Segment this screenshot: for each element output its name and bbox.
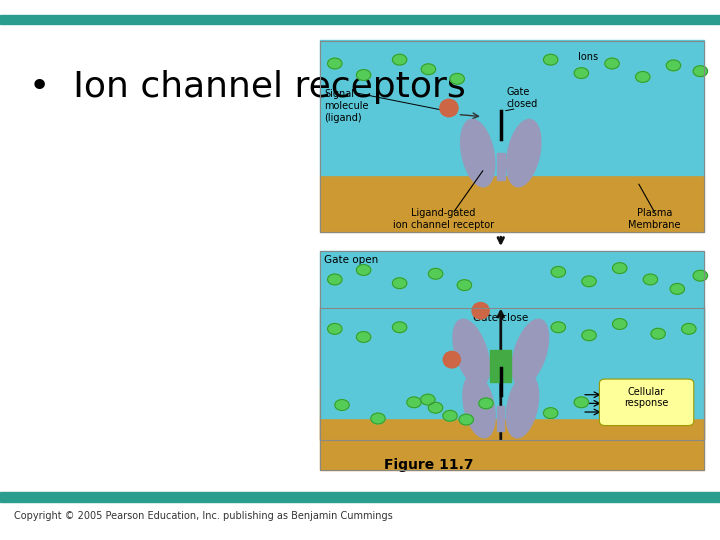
Text: Plasma
Membrane: Plasma Membrane (628, 208, 680, 230)
Ellipse shape (444, 352, 460, 368)
Text: Figure 11.7: Figure 11.7 (384, 458, 473, 472)
Ellipse shape (506, 374, 539, 438)
Circle shape (544, 54, 558, 65)
Circle shape (459, 414, 474, 425)
Circle shape (670, 284, 685, 294)
Bar (0, 492, 720, 502)
Circle shape (544, 408, 558, 418)
Ellipse shape (507, 119, 541, 187)
Ellipse shape (463, 374, 495, 438)
Bar (320, 40, 704, 232)
Bar (320, 387, 704, 440)
Circle shape (428, 402, 443, 413)
Circle shape (605, 58, 619, 69)
Bar (320, 175, 704, 232)
Text: Signal
molecule
(ligand): Signal molecule (ligand) (324, 90, 369, 123)
Circle shape (551, 267, 565, 277)
Bar (320, 251, 704, 387)
Circle shape (574, 397, 588, 408)
Bar (320, 418, 704, 470)
Circle shape (551, 322, 565, 333)
Circle shape (371, 413, 385, 424)
Circle shape (693, 270, 708, 281)
Circle shape (392, 322, 407, 333)
Ellipse shape (453, 319, 490, 386)
Circle shape (335, 400, 349, 410)
Circle shape (356, 70, 371, 80)
Circle shape (574, 68, 588, 78)
Circle shape (420, 394, 435, 405)
Circle shape (443, 410, 457, 421)
Circle shape (582, 330, 596, 341)
Circle shape (613, 262, 627, 273)
Bar (320, 308, 704, 418)
Circle shape (693, 66, 708, 77)
Circle shape (428, 268, 443, 279)
Circle shape (636, 71, 650, 82)
Ellipse shape (440, 99, 458, 117)
Text: Cellular
response: Cellular response (624, 387, 669, 408)
Ellipse shape (512, 319, 549, 386)
Circle shape (407, 397, 421, 408)
Bar (320, 40, 704, 175)
Text: Ions: Ions (577, 52, 598, 62)
Circle shape (450, 73, 464, 84)
Bar (0, 15, 720, 24)
Text: Gate close: Gate close (473, 313, 528, 323)
Circle shape (479, 398, 493, 409)
Circle shape (457, 280, 472, 291)
Circle shape (328, 323, 342, 334)
Circle shape (328, 274, 342, 285)
Bar (490, 350, 511, 382)
Bar (320, 251, 704, 440)
Text: Gate
closed: Gate closed (507, 87, 538, 109)
Circle shape (328, 58, 342, 69)
Text: Copyright © 2005 Pearson Education, Inc. publishing as Benjamin Cummings: Copyright © 2005 Pearson Education, Inc.… (14, 511, 393, 521)
Circle shape (636, 400, 650, 410)
Circle shape (356, 265, 371, 275)
Circle shape (613, 319, 627, 329)
Circle shape (421, 64, 436, 75)
Circle shape (605, 412, 619, 423)
FancyBboxPatch shape (600, 379, 694, 426)
Circle shape (356, 332, 371, 342)
Text: Ligand-gated
ion channel receptor: Ligand-gated ion channel receptor (392, 208, 494, 230)
Circle shape (651, 328, 665, 339)
Circle shape (682, 323, 696, 334)
Circle shape (582, 276, 596, 287)
Circle shape (666, 60, 680, 71)
Text: •  Ion channel receptors: • Ion channel receptors (29, 70, 466, 104)
Text: Gate open: Gate open (324, 255, 378, 266)
Bar (497, 406, 505, 431)
Ellipse shape (461, 119, 495, 187)
Bar (320, 308, 704, 470)
Circle shape (392, 54, 407, 65)
Circle shape (643, 274, 657, 285)
Circle shape (392, 278, 407, 288)
Ellipse shape (472, 302, 489, 319)
Bar (497, 153, 505, 180)
